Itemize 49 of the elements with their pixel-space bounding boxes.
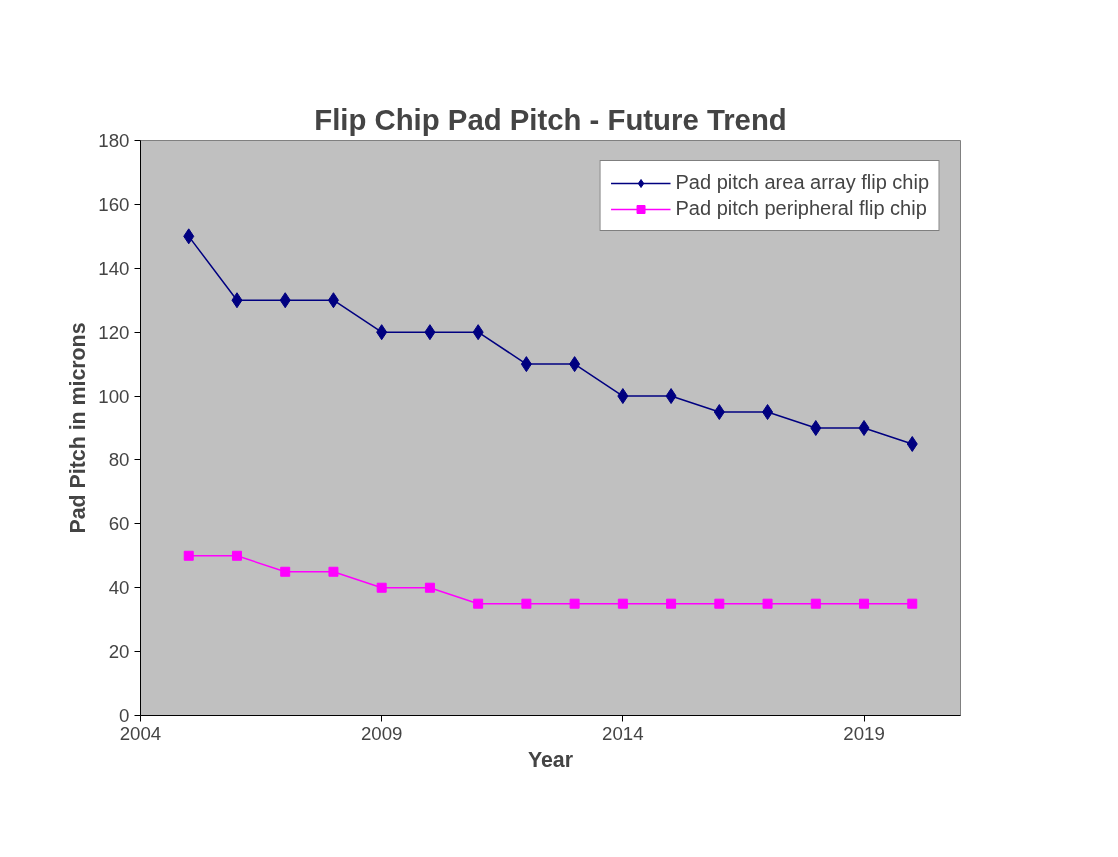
x-tick-label: 2019 bbox=[843, 722, 885, 744]
point bbox=[617, 388, 629, 405]
point bbox=[810, 598, 821, 609]
point bbox=[231, 292, 243, 309]
point bbox=[376, 324, 388, 341]
point bbox=[473, 598, 484, 609]
x-tick-label: 2009 bbox=[360, 722, 403, 744]
y-tick-label: 160 bbox=[98, 193, 130, 215]
chart-title: Flip Chip Pad Pitch - Future Trend bbox=[314, 102, 787, 136]
x-tick-label: 2014 bbox=[602, 722, 644, 744]
point bbox=[859, 598, 870, 609]
y-tick-label: 180 bbox=[98, 130, 130, 151]
point bbox=[714, 598, 725, 609]
point bbox=[617, 598, 628, 609]
point bbox=[327, 292, 339, 309]
point bbox=[376, 582, 387, 593]
point bbox=[183, 550, 194, 561]
x-axis-title: Year bbox=[527, 747, 574, 772]
y-tick-label: 60 bbox=[108, 513, 130, 535]
y-axis-title: Pad Pitch in microns bbox=[66, 322, 91, 534]
point bbox=[231, 550, 242, 561]
point bbox=[183, 228, 195, 245]
y-tick-label: 100 bbox=[98, 385, 130, 407]
point bbox=[520, 356, 532, 373]
point bbox=[521, 598, 532, 609]
legend-label: Pad pitch peripheral flip chip bbox=[675, 197, 927, 220]
y-tick-label: 120 bbox=[98, 321, 130, 343]
point bbox=[858, 420, 870, 436]
point bbox=[569, 356, 581, 373]
point bbox=[328, 566, 339, 577]
point bbox=[569, 598, 580, 609]
y-tick-label: 40 bbox=[108, 577, 130, 599]
point bbox=[666, 598, 677, 609]
point bbox=[762, 598, 773, 609]
point bbox=[665, 388, 677, 405]
point bbox=[424, 324, 436, 341]
y-tick-label: 80 bbox=[108, 449, 130, 471]
point bbox=[279, 292, 291, 309]
point bbox=[472, 324, 484, 341]
y-tick-label: 20 bbox=[108, 641, 130, 663]
point bbox=[280, 566, 291, 577]
point bbox=[713, 404, 725, 421]
point bbox=[906, 435, 918, 452]
legend-label: Pad pitch area array flip chip bbox=[675, 171, 929, 194]
point bbox=[762, 404, 774, 421]
point bbox=[810, 420, 822, 436]
y-tick-label: 140 bbox=[98, 257, 130, 279]
point bbox=[907, 598, 918, 609]
point bbox=[424, 582, 435, 593]
